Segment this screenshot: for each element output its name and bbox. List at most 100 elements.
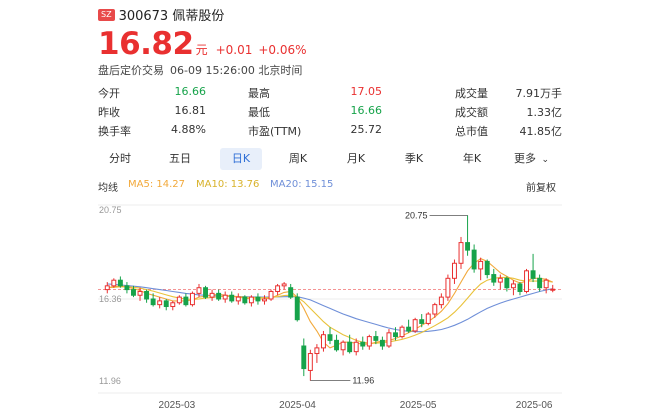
candle-body [209, 292, 215, 298]
candle-body [373, 336, 379, 341]
candle-body [517, 283, 523, 292]
ma10-legend: MA10: 13.76 [196, 179, 260, 190]
candle-body [543, 279, 549, 289]
candle [550, 284, 556, 293]
candle [288, 283, 294, 299]
candle [491, 268, 497, 286]
candle [314, 344, 320, 363]
candle-body [451, 262, 457, 279]
market-badge: SZ [98, 8, 115, 21]
candle [340, 340, 346, 356]
candle [373, 330, 379, 345]
candle-body [471, 249, 477, 270]
candle-body [248, 296, 254, 304]
candle [144, 289, 150, 303]
chevron-down-icon: ⌄ [541, 155, 550, 165]
candle-body [222, 294, 228, 300]
tab-yearly-k[interactable]: 年K [462, 152, 482, 165]
candle [222, 291, 228, 303]
candle-body [465, 242, 471, 251]
candle [432, 302, 438, 318]
candle-body [157, 300, 163, 306]
tab-weekly-k[interactable]: 周K [288, 152, 308, 165]
candle [104, 282, 110, 294]
candle-body [497, 277, 503, 283]
tab-more[interactable]: 更多 ⌄ [514, 148, 562, 170]
candle-body [314, 347, 320, 355]
candle [451, 259, 457, 284]
stat-value: 16.66 [174, 85, 207, 98]
candle [111, 278, 117, 288]
price-unit: 元 [195, 43, 208, 57]
tab-quarterly-k[interactable]: 季K [404, 152, 424, 165]
ma20-line [107, 283, 553, 333]
candle [458, 236, 464, 269]
candle [366, 334, 372, 350]
candle-body [484, 260, 490, 276]
tab-intraday[interactable]: 分时 [109, 152, 131, 165]
candle-body [360, 341, 366, 347]
candle-body [104, 285, 110, 291]
candle-body [406, 326, 412, 332]
candle [189, 291, 195, 307]
candle-body [111, 279, 117, 287]
candle-body [242, 296, 248, 304]
ma-legend-title: 均线 [98, 183, 118, 194]
candle [209, 289, 215, 301]
candle [393, 327, 398, 341]
candle [183, 293, 189, 307]
candle-body [458, 242, 464, 264]
candle [216, 289, 222, 301]
tab-monthly-k[interactable]: 月K [346, 152, 366, 165]
candle-body [366, 336, 372, 347]
x-tick-label: 2025-03 [159, 400, 196, 411]
x-tick-label: 2025-04 [279, 400, 316, 411]
candle [425, 312, 431, 326]
candle-body [445, 277, 451, 298]
stat-label: 总市值 [455, 125, 488, 138]
candle-body [262, 298, 267, 302]
candle [465, 215, 471, 256]
candle-body [268, 290, 274, 300]
candle [353, 338, 359, 356]
candle-body [340, 341, 346, 351]
candle-body [235, 296, 241, 302]
candle-body [419, 319, 425, 324]
candle [294, 293, 300, 322]
candle-body [537, 277, 543, 289]
candle [386, 329, 392, 348]
adjust-mode-toggle[interactable]: 前复权 [526, 183, 556, 194]
candle-body [504, 277, 510, 289]
stat-value: 16.81 [174, 104, 207, 117]
candle [170, 300, 176, 311]
stat-label: 成交额 [455, 106, 488, 119]
stat-value: 25.72 [350, 123, 383, 136]
candle [530, 253, 536, 283]
candle [497, 274, 503, 290]
candle [255, 293, 261, 305]
candle-body [131, 289, 136, 296]
y-tick-label: 16.36 [99, 294, 122, 304]
candle-body [163, 300, 169, 308]
tab-daily-k[interactable]: 日K [220, 148, 262, 170]
stat-label: 昨收 [98, 106, 120, 119]
stock-header: SZ 300673 佩蒂股份 [98, 5, 224, 24]
stat-value: 41.85亿 [519, 125, 563, 138]
tab-five-day[interactable]: 五日 [169, 152, 191, 165]
period-tabs: 分时 五日 日K 周K 月K 季K 年K 更多 ⌄ [98, 148, 562, 170]
candle-body [491, 274, 497, 283]
candle-body [353, 341, 359, 353]
candle-body [478, 260, 484, 270]
price-block: 16.82 元 +0.01 +0.06% [98, 26, 307, 62]
candle-body [275, 285, 281, 292]
candle-body [412, 319, 418, 332]
candle [517, 282, 523, 296]
candle [242, 295, 248, 305]
stat-value: 16.66 [350, 104, 383, 117]
candle-body [379, 339, 385, 347]
candle-body [281, 283, 287, 287]
candle [203, 285, 209, 299]
candle-body [307, 353, 313, 371]
candle-body [196, 287, 202, 294]
candle-body [432, 304, 438, 315]
